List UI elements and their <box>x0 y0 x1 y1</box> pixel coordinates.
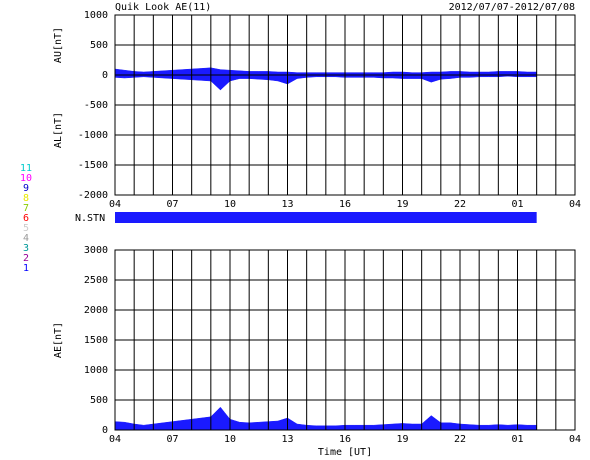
chart-title: Quik Look AE(11) <box>115 2 211 13</box>
y-tick-label: 1500 <box>84 335 108 346</box>
y-tick-label: 3000 <box>84 245 108 256</box>
x-tick-label: 16 <box>339 199 351 210</box>
y-tick-label: -2000 <box>78 190 108 201</box>
station-number: 4 <box>23 233 29 244</box>
area <box>114 67 537 76</box>
x-tick-label: 07 <box>166 434 178 445</box>
x-tick-label: 10 <box>224 434 236 445</box>
x-tick-label: 19 <box>396 199 408 210</box>
y-tick-label: 500 <box>90 40 108 51</box>
plot-frame <box>114 14 576 196</box>
x-tick-label: 04 <box>109 199 121 210</box>
plot-frame <box>114 249 576 431</box>
area <box>114 406 537 431</box>
x-tick-label: 13 <box>281 199 293 210</box>
x-tick-label: 07 <box>166 199 178 210</box>
x-tick-label: 16 <box>339 434 351 445</box>
x-tick-label: 04 <box>109 434 121 445</box>
station-number: 1 <box>23 263 29 274</box>
x-tick-label: 04 <box>569 434 581 445</box>
y-tick-label: 2500 <box>84 275 108 286</box>
y-tick-label: 0 <box>102 425 108 436</box>
x-axis-label: Time [UT] <box>318 447 372 458</box>
y-tick-label: 0 <box>102 70 108 81</box>
y-axis-label: AE[nT] <box>53 322 64 358</box>
x-tick-label: 22 <box>454 199 466 210</box>
y-tick-label: -1000 <box>78 130 108 141</box>
x-tick-label: 01 <box>511 434 523 445</box>
y-tick-label: 1000 <box>84 365 108 376</box>
x-tick-label: 01 <box>511 199 523 210</box>
station-number: 6 <box>23 213 29 224</box>
y-tick-label: -500 <box>84 100 108 111</box>
station-number: 11 <box>20 163 32 174</box>
x-tick-label: 04 <box>569 199 581 210</box>
y-tick-label: 2000 <box>84 305 108 316</box>
station-number: 9 <box>23 183 29 194</box>
station-number: 10 <box>20 173 32 184</box>
y-axis-label: AU[nT] <box>53 27 64 63</box>
station-number: 7 <box>23 203 29 214</box>
station-number: 5 <box>23 223 29 234</box>
y-axis-label: AL[nT] <box>53 112 64 148</box>
x-tick-label: 22 <box>454 434 466 445</box>
station-number: 8 <box>23 193 29 204</box>
date-range: 2012/07/07-2012/07/08 <box>449 2 575 13</box>
station-number: 3 <box>23 243 29 254</box>
x-tick-label: 13 <box>281 434 293 445</box>
area <box>114 74 537 91</box>
x-tick-label: 10 <box>224 199 236 210</box>
y-tick-label: -1500 <box>78 160 108 171</box>
y-tick-label: 1000 <box>84 10 108 21</box>
station-bar <box>115 212 537 223</box>
station-number: 2 <box>23 253 29 264</box>
y-tick-label: 500 <box>90 395 108 406</box>
x-tick-label: 19 <box>396 434 408 445</box>
station-label: N.STN <box>75 213 105 224</box>
